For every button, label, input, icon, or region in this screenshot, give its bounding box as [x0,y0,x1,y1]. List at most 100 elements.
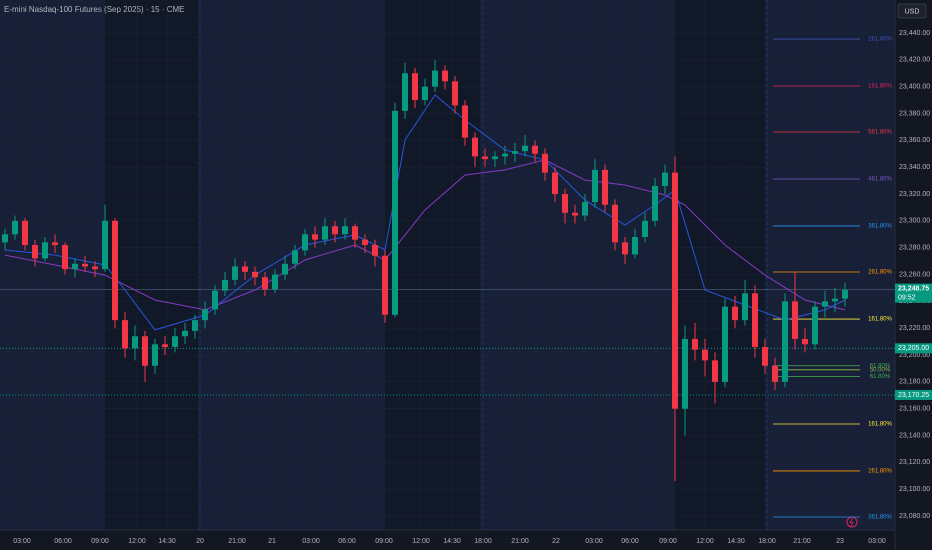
moving-average [4,159,846,311]
countdown-label: 09:52 [898,294,916,301]
candle-body [242,266,248,272]
y-tick-label: 23,100.00 [899,486,930,493]
candle-body [52,242,58,246]
session-band [675,0,765,530]
x-tick-label: 12:00 [696,538,714,545]
candle-body [12,220,18,235]
candle-body [162,344,168,347]
candle-body [472,137,478,157]
x-tick-label: 09:00 [91,538,109,545]
candle-body [222,279,228,291]
candle-body [272,274,278,290]
y-tick-label: 23,380.00 [899,110,930,117]
candle-body [172,336,178,347]
candle-body [362,239,368,246]
time-axis [0,530,932,550]
fib-label: 461.80% [868,177,892,183]
x-tick-label: 03:00 [585,538,603,545]
candle-body [522,145,528,152]
x-tick-label: 09:00 [659,538,677,545]
y-tick-label: 23,300.00 [899,218,930,225]
fib-label: 261.80% [868,270,892,276]
x-tick-label: 18:00 [758,538,776,545]
candle-body [602,169,608,205]
candle-body [152,344,158,366]
y-tick-label: 23,320.00 [899,191,930,198]
y-tick-label: 23,280.00 [899,245,930,252]
candle-body [682,338,688,409]
candle-body [462,105,468,138]
candle-body [652,185,658,221]
price-level-tag [895,389,932,400]
x-tick-label: 03:00 [13,538,31,545]
candle-body [832,298,838,302]
fib-label: 261.80% [868,469,892,475]
fib-label: 161.80% [868,317,892,323]
session-band [105,0,198,530]
x-tick-label: 09:00 [375,538,393,545]
x-tick-label: 21:00 [511,538,529,545]
candle-body [112,220,118,321]
candle-body [722,306,728,382]
candle-body [792,301,798,339]
candle-body [772,365,778,382]
x-tick-label: 14:30 [443,538,461,545]
fib-label: 61.80% [870,363,891,369]
candle-body [812,306,818,345]
session-band [385,0,480,530]
candle-body [702,349,708,361]
candle-body [192,320,198,331]
fib-label: 261.80% [868,37,892,43]
candle-body [742,293,748,321]
candle-body [532,145,538,154]
candle-body [692,338,698,350]
x-tick-label: 23 [836,538,844,545]
candle-body [2,234,8,243]
candle-body [542,153,548,173]
x-tick-label: 06:00 [54,538,72,545]
y-tick-label: 23,180.00 [899,379,930,386]
candle-body [302,234,308,251]
candle-body [202,309,208,321]
candle-body [262,277,268,290]
candle-body [292,250,298,264]
candle-body [142,336,148,366]
x-tick-label: 14:30 [727,538,745,545]
last-price-label: 23,248.75 [898,285,929,292]
candle-body [332,226,338,235]
currency-button[interactable] [897,3,927,19]
candle-body [732,306,738,321]
candle-body [612,204,618,243]
candle-body [182,330,188,337]
candle-body [412,73,418,101]
fib-label: 361.80% [868,224,892,230]
candle-body [712,360,718,382]
y-tick-label: 23,400.00 [899,84,930,91]
last-price-tag [895,283,932,303]
candle-body [782,301,788,382]
y-tick-label: 23,160.00 [899,406,930,413]
x-tick-label: 21 [268,538,276,545]
candle-body [422,86,428,101]
candle-body [492,156,498,160]
candle-body [512,151,518,154]
candle-body [622,242,628,255]
candle-body [592,169,598,203]
candle-body [662,172,668,186]
candle-body [642,220,648,237]
y-tick-label: 23,200.00 [899,352,930,359]
candle-body [372,245,378,256]
candle-body [572,212,578,216]
x-tick-label: 18:00 [474,538,492,545]
candle-body [502,153,508,157]
candle-body [762,346,768,366]
candle-body [432,70,438,87]
currency-label[interactable]: USD [905,8,920,15]
candle-body [672,172,678,409]
candle-body [92,266,98,270]
x-tick-label: 03:00 [302,538,320,545]
y-tick-label: 23,360.00 [899,137,930,144]
candle-body [72,263,78,270]
fib-label: 161.80% [868,422,892,428]
candle-body [802,338,808,345]
